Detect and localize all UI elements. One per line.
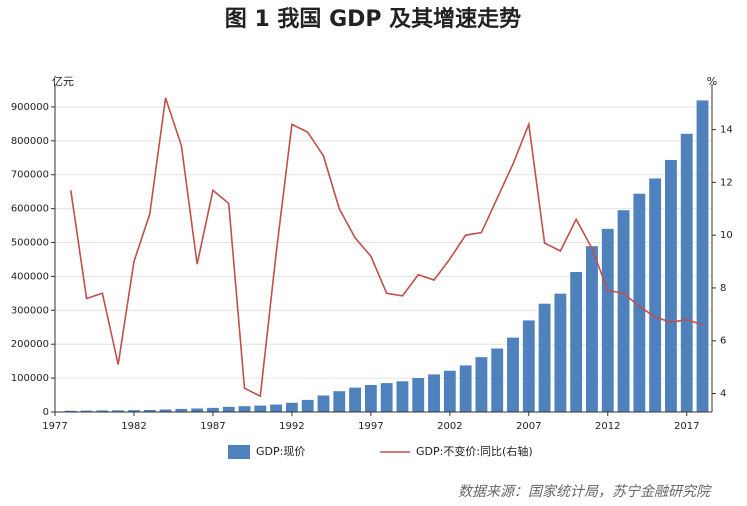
- bar: [96, 410, 109, 412]
- bar: [238, 406, 251, 412]
- legend-swatch: [228, 445, 250, 459]
- x-tick-label: 1997: [358, 421, 383, 432]
- bar: [601, 228, 614, 412]
- y-tick-label: 100000: [11, 373, 49, 384]
- bar: [680, 133, 693, 412]
- bar: [159, 409, 172, 412]
- bar: [143, 409, 156, 412]
- bar: [380, 383, 393, 412]
- bar: [317, 395, 330, 412]
- bar: [128, 410, 140, 412]
- bar: [301, 399, 314, 412]
- y2-tick-label: 12: [720, 177, 733, 188]
- x-tick-label: 1987: [200, 421, 225, 432]
- x-tick-label: 2007: [516, 421, 541, 432]
- bar: [554, 293, 567, 412]
- x-tick-label: 1992: [279, 421, 304, 432]
- y-tick-label: 600000: [11, 204, 49, 215]
- bar: [64, 410, 77, 412]
- bar: [586, 246, 598, 412]
- bar: [80, 410, 93, 412]
- bar: [333, 391, 346, 412]
- bar: [507, 337, 519, 412]
- bar: [633, 193, 646, 412]
- bar: [538, 303, 551, 412]
- y-tick-label: 400000: [11, 271, 49, 282]
- bar: [491, 348, 504, 412]
- y-tick-label: 500000: [11, 238, 49, 249]
- bar: [665, 159, 677, 412]
- bar: [207, 407, 219, 412]
- bar: [254, 405, 267, 412]
- bar: [696, 100, 709, 413]
- bar: [112, 410, 125, 412]
- x-tick-label: 2002: [437, 421, 462, 432]
- bar: [396, 381, 409, 412]
- bar: [364, 384, 377, 412]
- y2-tick-label: 10: [720, 230, 733, 241]
- y-tick-label: 700000: [11, 170, 49, 181]
- bar: [617, 210, 630, 412]
- chart-title: 图 1 我国 GDP 及其增速走势: [225, 6, 521, 32]
- bar: [475, 357, 488, 412]
- bar: [649, 178, 662, 412]
- bar: [570, 272, 583, 412]
- bar: [522, 320, 535, 412]
- y-tick-label: 200000: [11, 339, 49, 350]
- bar: [428, 374, 440, 412]
- source-note: 数据来源：国家统计局，苏宁金融研究院: [458, 484, 712, 500]
- bar: [175, 408, 188, 412]
- legend-label: GDP:不变价:同比(右轴): [416, 444, 533, 458]
- y2-axis-label: %: [707, 75, 717, 88]
- bar: [270, 404, 283, 412]
- bar: [443, 370, 456, 412]
- y-axis-label: 亿元: [52, 75, 74, 88]
- bar: [222, 406, 235, 412]
- y2-tick-label: 6: [720, 336, 726, 347]
- bar: [191, 408, 204, 412]
- bar: [349, 387, 361, 412]
- y-tick-label: 300000: [11, 305, 49, 316]
- y-tick-label: 0: [43, 407, 49, 418]
- line: [70, 97, 703, 398]
- bar: [459, 365, 472, 412]
- bar: [412, 378, 425, 412]
- y-tick-label: 800000: [11, 136, 49, 147]
- x-tick-label: 1977: [42, 421, 67, 432]
- bar: [285, 402, 298, 412]
- y2-tick-label: 4: [720, 389, 726, 400]
- x-tick-label: 1982: [121, 421, 146, 432]
- y2-tick-label: 8: [720, 283, 726, 294]
- x-tick-label: 2017: [674, 421, 699, 432]
- y-tick-label: 900000: [11, 102, 49, 113]
- legend-label: GDP:现价: [256, 445, 305, 458]
- y2-tick-label: 14: [720, 125, 733, 136]
- x-tick-label: 2012: [595, 421, 620, 432]
